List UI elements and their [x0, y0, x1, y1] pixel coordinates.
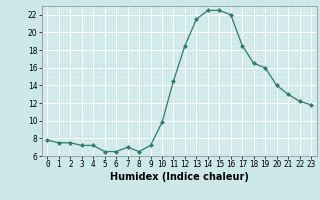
X-axis label: Humidex (Indice chaleur): Humidex (Indice chaleur): [110, 172, 249, 182]
